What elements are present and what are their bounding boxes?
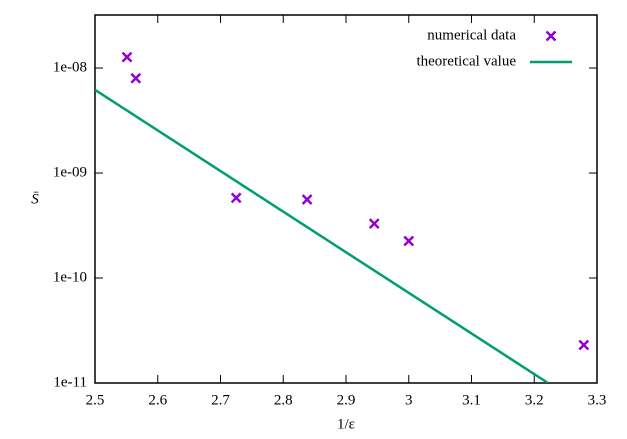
point — [130, 72, 142, 84]
x-tick-label: 2.9 — [337, 392, 356, 408]
point — [403, 235, 415, 247]
x-tick-label: 2.6 — [148, 392, 167, 408]
point — [301, 194, 313, 205]
x-tick-label: 3.1 — [462, 392, 481, 408]
legend-label: numerical data — [427, 27, 516, 43]
x-tick-label: 2.7 — [211, 392, 230, 408]
point — [230, 192, 242, 204]
x-tick-label: 2.5 — [86, 392, 105, 408]
point — [578, 339, 590, 351]
x-tick-label: 3 — [405, 392, 413, 408]
line — [95, 88, 549, 383]
x-tick-label: 2.8 — [274, 392, 293, 408]
x-tick-label: 3.3 — [588, 392, 607, 408]
point — [368, 218, 380, 229]
y-tick-label: 1e-10 — [53, 269, 87, 285]
y-axis-label: S̄ — [31, 191, 39, 207]
legend-label: theoretical value — [416, 53, 516, 69]
y-tick-label: 1e-09 — [53, 164, 87, 180]
plot-frame — [94, 14, 598, 384]
x-tick-label: 3.2 — [525, 392, 544, 408]
point — [121, 51, 133, 63]
legend-swatch — [545, 30, 557, 42]
y-tick-label: 1e-08 — [53, 59, 87, 75]
x-axis-label: 1/ε — [337, 416, 355, 432]
y-tick-label: 1e-11 — [53, 374, 87, 390]
